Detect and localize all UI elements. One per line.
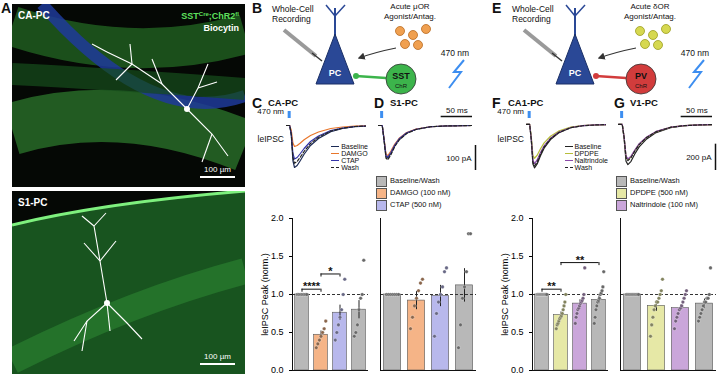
svg-text:50 ms: 50 ms: [446, 106, 468, 115]
html-text:DPDPE: DPDPE: [574, 150, 599, 157]
html-text:leIPSC: leIPSC: [497, 134, 524, 144]
svg-text:**: **: [576, 254, 585, 266]
svg-text:100 µm: 100 µm: [204, 352, 231, 361]
svg-text:1.5: 1.5: [511, 251, 524, 261]
html-text:E: E: [492, 0, 502, 16]
html-text:V1-PC: V1-PC: [630, 97, 658, 108]
svg-text:470 nm: 470 nm: [441, 48, 469, 58]
svg-text:**: **: [547, 280, 556, 292]
svg-text:Agonist/Antag.: Agonist/Antag.: [624, 12, 676, 21]
svg-text:Biocytin: Biocytin: [203, 23, 239, 33]
svg-text:****: ****: [303, 280, 321, 292]
svg-text:1.5: 1.5: [271, 251, 284, 261]
svg-text:Recording: Recording: [512, 14, 551, 24]
html-text:Baseline/Wash: Baseline/Wash: [630, 176, 680, 185]
svg-text:Whole-Cell: Whole-Cell: [272, 4, 314, 14]
svg-text:470 nm: 470 nm: [681, 48, 709, 58]
html-text:A: A: [1, 0, 12, 16]
svg-text:2.0: 2.0: [511, 213, 524, 223]
svg-text:*: *: [328, 265, 333, 277]
html-text:CA-PC: CA-PC: [268, 97, 299, 108]
html-text:leIPSC: leIPSC: [257, 134, 284, 144]
html-text:CTAP (500 nM): CTAP (500 nM): [390, 200, 442, 209]
svg-text:1.0: 1.0: [511, 289, 524, 299]
html-text:B: B: [252, 0, 263, 16]
html-text:DPDPE (500 nM): DPDPE (500 nM): [630, 188, 688, 197]
svg-text:PC: PC: [329, 68, 342, 78]
svg-text:Acute μOR: Acute μOR: [390, 2, 430, 11]
html-text:CTAP: CTAP: [341, 157, 360, 164]
svg-text:0.0: 0.0: [511, 365, 524, 375]
html-text:G: G: [614, 95, 625, 111]
html-text:470 nm: 470 nm: [257, 107, 284, 116]
svg-text:SST: SST: [392, 71, 410, 81]
html-text:Naltrindole: Naltrindole: [574, 157, 608, 164]
svg-text:PV: PV: [635, 71, 647, 81]
svg-text:Recording: Recording: [272, 14, 311, 24]
html-text:F: F: [492, 95, 501, 111]
svg-text:leIPSC Peak (norm.): leIPSC Peak (norm.): [260, 253, 270, 336]
svg-text:100 pA: 100 pA: [446, 154, 472, 163]
svg-text:leIPSC Peak (norm.): leIPSC Peak (norm.): [500, 253, 510, 336]
svg-text:S1-PC: S1-PC: [18, 197, 47, 208]
svg-text:PC: PC: [569, 68, 582, 78]
html-text:D: D: [374, 95, 385, 111]
svg-text:Acute δOR: Acute δOR: [630, 2, 669, 11]
svg-text:2.0: 2.0: [271, 213, 284, 223]
html-text:Wash: Wash: [574, 164, 593, 171]
html-text:C: C: [252, 95, 263, 111]
svg-text:0.5: 0.5: [271, 327, 284, 337]
svg-text:0.5: 0.5: [511, 327, 524, 337]
svg-text:1.0: 1.0: [271, 289, 284, 299]
html-text:470 nm: 470 nm: [497, 107, 524, 116]
html-text:Baseline/Wash: Baseline/Wash: [390, 176, 440, 185]
svg-text:100 µm: 100 µm: [204, 165, 231, 174]
html-text:Baseline: Baseline: [341, 143, 368, 150]
html-text:Wash: Wash: [341, 164, 359, 171]
svg-text:Whole-Cell: Whole-Cell: [512, 4, 554, 14]
svg-text:Agonist/Antag.: Agonist/Antag.: [384, 12, 436, 21]
html-text:CA1-PC: CA1-PC: [508, 97, 544, 108]
html-text:Baseline: Baseline: [574, 143, 602, 150]
svg-text:SSTCre;ChR2fl: SSTCre;ChR2fl: [181, 11, 239, 21]
svg-text:50 ms: 50 ms: [686, 106, 708, 115]
html-text:DAMGO (100 nM): DAMGO (100 nM): [390, 188, 451, 197]
html-text:DAMGO: DAMGO: [341, 150, 368, 157]
html-text:Naltrindole (100 nM): Naltrindole (100 nM): [630, 200, 698, 209]
svg-text:0.0: 0.0: [271, 365, 284, 375]
svg-text:ChR: ChR: [635, 83, 648, 89]
svg-text:ChR: ChR: [395, 83, 408, 89]
html-text:S1-PC: S1-PC: [390, 97, 418, 108]
svg-text:CA-PC: CA-PC: [18, 10, 50, 21]
svg-text:200 pA: 200 pA: [686, 153, 712, 162]
